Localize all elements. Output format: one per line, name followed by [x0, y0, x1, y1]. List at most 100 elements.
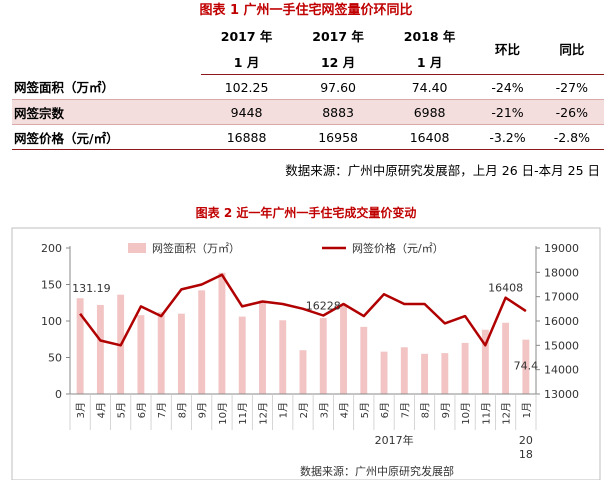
- category-label: 3月: [75, 402, 87, 418]
- area-bar: [481, 329, 489, 394]
- left-tick-label: 150: [41, 279, 62, 292]
- right-tick-label: 15000: [544, 339, 579, 352]
- category-label: 3月: [318, 402, 330, 418]
- table-cell: -2.8%: [539, 124, 604, 150]
- comparison-table: 2017 年 2017 年 2018 年 环比 同比 1 月 12 月 1 月 …: [12, 22, 604, 150]
- table-cell: 102.25: [200, 74, 293, 100]
- chart-source: 数据来源：广州中原研究发展部: [300, 464, 454, 478]
- area-bar: [76, 298, 84, 394]
- area-bar: [340, 304, 347, 394]
- left-axis-ticks: 0 50 100 150 200: [41, 242, 70, 401]
- data-label: 16228: [306, 299, 341, 312]
- right-tick-label: 18000: [544, 266, 579, 279]
- table-cell: 16958: [292, 124, 384, 150]
- area-bar: [299, 350, 307, 394]
- year-labels: 2017年 2018: [375, 433, 533, 461]
- category-label: 4月: [95, 402, 107, 418]
- table-cell: -26%: [539, 99, 604, 125]
- right-axis-ticks: 13000 14000 15000 16000 17000 18000 19000: [536, 242, 579, 401]
- legend-label-area: 网签面积（万㎡）: [152, 241, 240, 255]
- table-cell: 74.40: [383, 74, 476, 100]
- category-labels: 3月 4月 5月 6月 7月 8月 9月 10月 11月 12月 1月 2月 3月 4月 5月 6月 7月 8月 9…: [69, 394, 537, 430]
- price-line: [79, 273, 527, 347]
- table1-title: 图表 1 广州一手住宅网签量价环同比: [199, 3, 413, 18]
- col-header-bottom: 12 月: [292, 48, 384, 75]
- data-label: 74.4: [514, 360, 539, 373]
- table-cell: 8883: [292, 99, 384, 125]
- chart-frame: [11, 227, 601, 480]
- category-label: 4月: [339, 402, 351, 418]
- col-header-bottom: 1 月: [383, 48, 476, 75]
- legend-label-price: 网签价格（元/㎡）: [352, 241, 444, 255]
- area-bar: [218, 272, 226, 394]
- area-bar: [279, 320, 287, 394]
- category-label: 9月: [440, 402, 452, 418]
- row-label: 网签价格（元/㎡）: [12, 124, 201, 150]
- category-label: 6月: [379, 402, 391, 418]
- table-header-row: 1 月 12 月 1 月: [12, 48, 604, 75]
- category-label: 11月: [480, 402, 492, 425]
- area-bar: [360, 326, 368, 394]
- area-bar: [380, 351, 388, 394]
- table-cell: -27%: [539, 74, 604, 100]
- table-row: 网签面积（万㎡） 102.25 97.60 74.40 -24% -27%: [12, 74, 604, 100]
- category-label: 10月: [460, 402, 472, 425]
- area-bar: [198, 290, 206, 394]
- row-label: 网签宗数: [12, 99, 201, 125]
- area-bar: [137, 315, 145, 394]
- left-tick-label: 50: [48, 352, 62, 365]
- category-label: 1月: [521, 402, 533, 418]
- category-label: 5月: [359, 402, 371, 418]
- category-label: 2月: [298, 402, 310, 418]
- left-tick-label: 0: [55, 388, 62, 401]
- volume-price-chart: 0 50 100 150 200 13000 14000 15000 16000 17000 18…: [11, 227, 601, 480]
- legend: 网签面积（万㎡） 网签价格（元/㎡）: [128, 241, 444, 255]
- year-label: 18: [519, 448, 533, 461]
- table-row: 网签价格（元/㎡） 16888 16958 16408 -3.2% -2.8%: [12, 124, 604, 150]
- table-cell: 16888: [200, 124, 293, 150]
- category-label: 1月: [278, 402, 290, 418]
- table-row: 网签宗数 9448 8883 6988 -21% -26%: [12, 99, 604, 125]
- area-bar: [400, 347, 408, 394]
- category-label: 10月: [217, 402, 229, 425]
- legend-swatch-area: [128, 243, 146, 253]
- left-tick-label: 200: [41, 242, 62, 255]
- area-bar: [319, 318, 327, 394]
- price-line-group: [79, 273, 527, 347]
- category-label: 7月: [156, 402, 168, 418]
- area-bar: [157, 312, 165, 394]
- table-cell: -3.2%: [475, 124, 540, 150]
- col-header-bottom: 1 月: [200, 48, 293, 75]
- chart-title: 图表 2 近一年广州一手住宅成交量价变动: [195, 206, 417, 220]
- area-bar: [421, 353, 429, 394]
- area-bar: [522, 339, 530, 394]
- area-bar: [96, 304, 104, 394]
- table1-source: 数据来源：广州中原研究发展部，上月 26 日-本月 25 日: [285, 163, 600, 178]
- right-tick-label: 16000: [544, 315, 579, 328]
- right-tick-label: 14000: [544, 364, 579, 377]
- col-header-yoy: 同比: [539, 22, 604, 75]
- area-bar: [441, 353, 449, 394]
- year-label: 2017年: [375, 433, 414, 447]
- col-header-top: 2017 年: [312, 28, 364, 44]
- area-bar: [461, 342, 469, 394]
- category-label: 9月: [197, 402, 209, 418]
- data-label: 16408: [488, 282, 523, 295]
- table-cell: 16408: [383, 124, 476, 150]
- right-tick-label: 13000: [544, 388, 579, 401]
- col-header-top: 2018 年: [403, 28, 456, 44]
- table-cell: 9448: [200, 99, 293, 125]
- table-cell: -24%: [475, 74, 540, 100]
- col-header-mom: 环比: [475, 22, 540, 75]
- area-bar: [238, 316, 246, 394]
- category-label: 7月: [399, 402, 411, 418]
- data-label: 131.19: [72, 282, 111, 295]
- category-label: 12月: [257, 402, 269, 425]
- area-bar: [502, 322, 510, 394]
- table-cell: -21%: [475, 99, 540, 125]
- year-label: 20: [519, 434, 533, 447]
- table-header-row: 2017 年 2017 年 2018 年 环比 同比: [12, 22, 604, 75]
- table-cell: 97.60: [292, 74, 384, 100]
- right-tick-label: 19000: [544, 242, 579, 255]
- row-header-corner: [12, 22, 201, 75]
